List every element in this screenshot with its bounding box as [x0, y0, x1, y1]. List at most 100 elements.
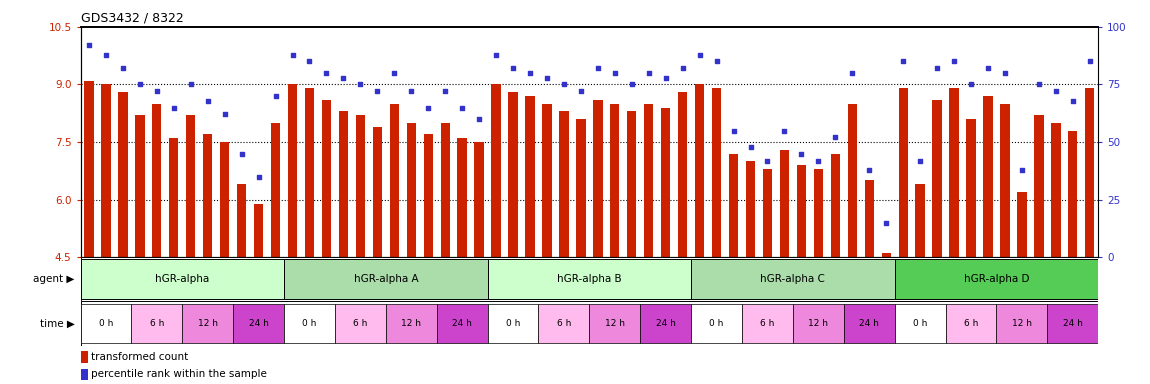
Text: 0 h: 0 h	[913, 319, 927, 328]
Bar	[1086, 88, 1095, 257]
Bar	[780, 150, 789, 257]
Point	[572, 88, 590, 94]
Text: 6 h: 6 h	[964, 319, 979, 328]
Bar	[81, 260, 284, 299]
Bar	[1051, 123, 1060, 257]
Bar	[488, 304, 538, 343]
Point	[1064, 98, 1082, 104]
Point	[690, 51, 708, 58]
Bar	[440, 123, 450, 257]
Text: 24 h: 24 h	[248, 319, 269, 328]
Bar	[691, 304, 742, 343]
Point	[724, 127, 743, 134]
Bar	[712, 88, 721, 257]
Bar	[695, 84, 704, 257]
Point	[486, 51, 505, 58]
Text: 6 h: 6 h	[557, 319, 572, 328]
Point	[979, 65, 997, 71]
Point	[860, 167, 879, 173]
Text: 24 h: 24 h	[859, 319, 880, 328]
Point	[1029, 81, 1048, 88]
Bar	[559, 111, 568, 257]
Bar	[762, 169, 772, 257]
Point	[215, 111, 233, 118]
Bar	[882, 253, 891, 257]
Bar	[865, 180, 874, 257]
Bar	[644, 104, 653, 257]
Bar	[84, 81, 93, 257]
Bar	[488, 260, 691, 299]
Bar	[797, 165, 806, 257]
Point	[810, 157, 828, 164]
Bar	[288, 84, 297, 257]
Point	[300, 58, 319, 65]
Bar	[661, 108, 670, 257]
Bar	[237, 184, 246, 257]
Bar	[220, 142, 229, 257]
Point	[402, 88, 421, 94]
Bar	[475, 142, 484, 257]
Bar	[996, 304, 1048, 343]
Point	[453, 104, 472, 111]
Point	[79, 42, 98, 48]
Bar	[678, 92, 688, 257]
Point	[843, 70, 861, 76]
Text: hGR-alpha D: hGR-alpha D	[964, 274, 1029, 285]
Bar	[386, 304, 437, 343]
Bar	[1048, 304, 1098, 343]
Point	[267, 93, 285, 99]
Text: 0 h: 0 h	[506, 319, 520, 328]
Point	[147, 88, 166, 94]
Point	[250, 174, 268, 180]
Point	[826, 134, 844, 141]
Bar	[101, 84, 110, 257]
Bar	[322, 100, 331, 257]
Bar	[508, 92, 518, 257]
Bar	[933, 100, 942, 257]
Point	[283, 51, 301, 58]
Bar	[746, 161, 756, 257]
Point	[199, 98, 217, 104]
Bar	[254, 204, 263, 257]
Bar	[407, 123, 416, 257]
Point	[504, 65, 522, 71]
Text: 6 h: 6 h	[760, 319, 775, 328]
Point	[351, 81, 369, 88]
Bar	[844, 304, 895, 343]
Bar	[458, 138, 467, 257]
Text: hGR-alpha C: hGR-alpha C	[760, 274, 826, 285]
Point	[436, 88, 454, 94]
Bar	[742, 304, 793, 343]
Point	[182, 81, 200, 88]
Bar	[284, 304, 335, 343]
Point	[775, 127, 793, 134]
Point	[114, 65, 132, 71]
Bar	[945, 304, 996, 343]
Point	[419, 104, 437, 111]
Text: 24 h: 24 h	[656, 319, 676, 328]
Bar	[729, 154, 738, 257]
Bar	[152, 104, 161, 257]
Bar	[81, 369, 87, 380]
Bar	[182, 304, 233, 343]
Point	[928, 65, 946, 71]
Bar	[335, 304, 386, 343]
Point	[622, 81, 641, 88]
Bar	[895, 260, 1098, 299]
Point	[945, 58, 964, 65]
Point	[792, 151, 811, 157]
Bar	[491, 84, 500, 257]
Point	[368, 88, 386, 94]
Bar	[271, 123, 281, 257]
Bar	[538, 304, 590, 343]
Point	[894, 58, 912, 65]
Bar	[627, 111, 636, 257]
Text: percentile rank within the sample: percentile rank within the sample	[91, 369, 267, 379]
Bar	[966, 119, 975, 257]
Bar	[169, 138, 178, 257]
Bar	[590, 304, 641, 343]
Point	[877, 220, 896, 226]
Text: 12 h: 12 h	[198, 319, 217, 328]
Point	[1046, 88, 1065, 94]
Bar	[233, 304, 284, 343]
